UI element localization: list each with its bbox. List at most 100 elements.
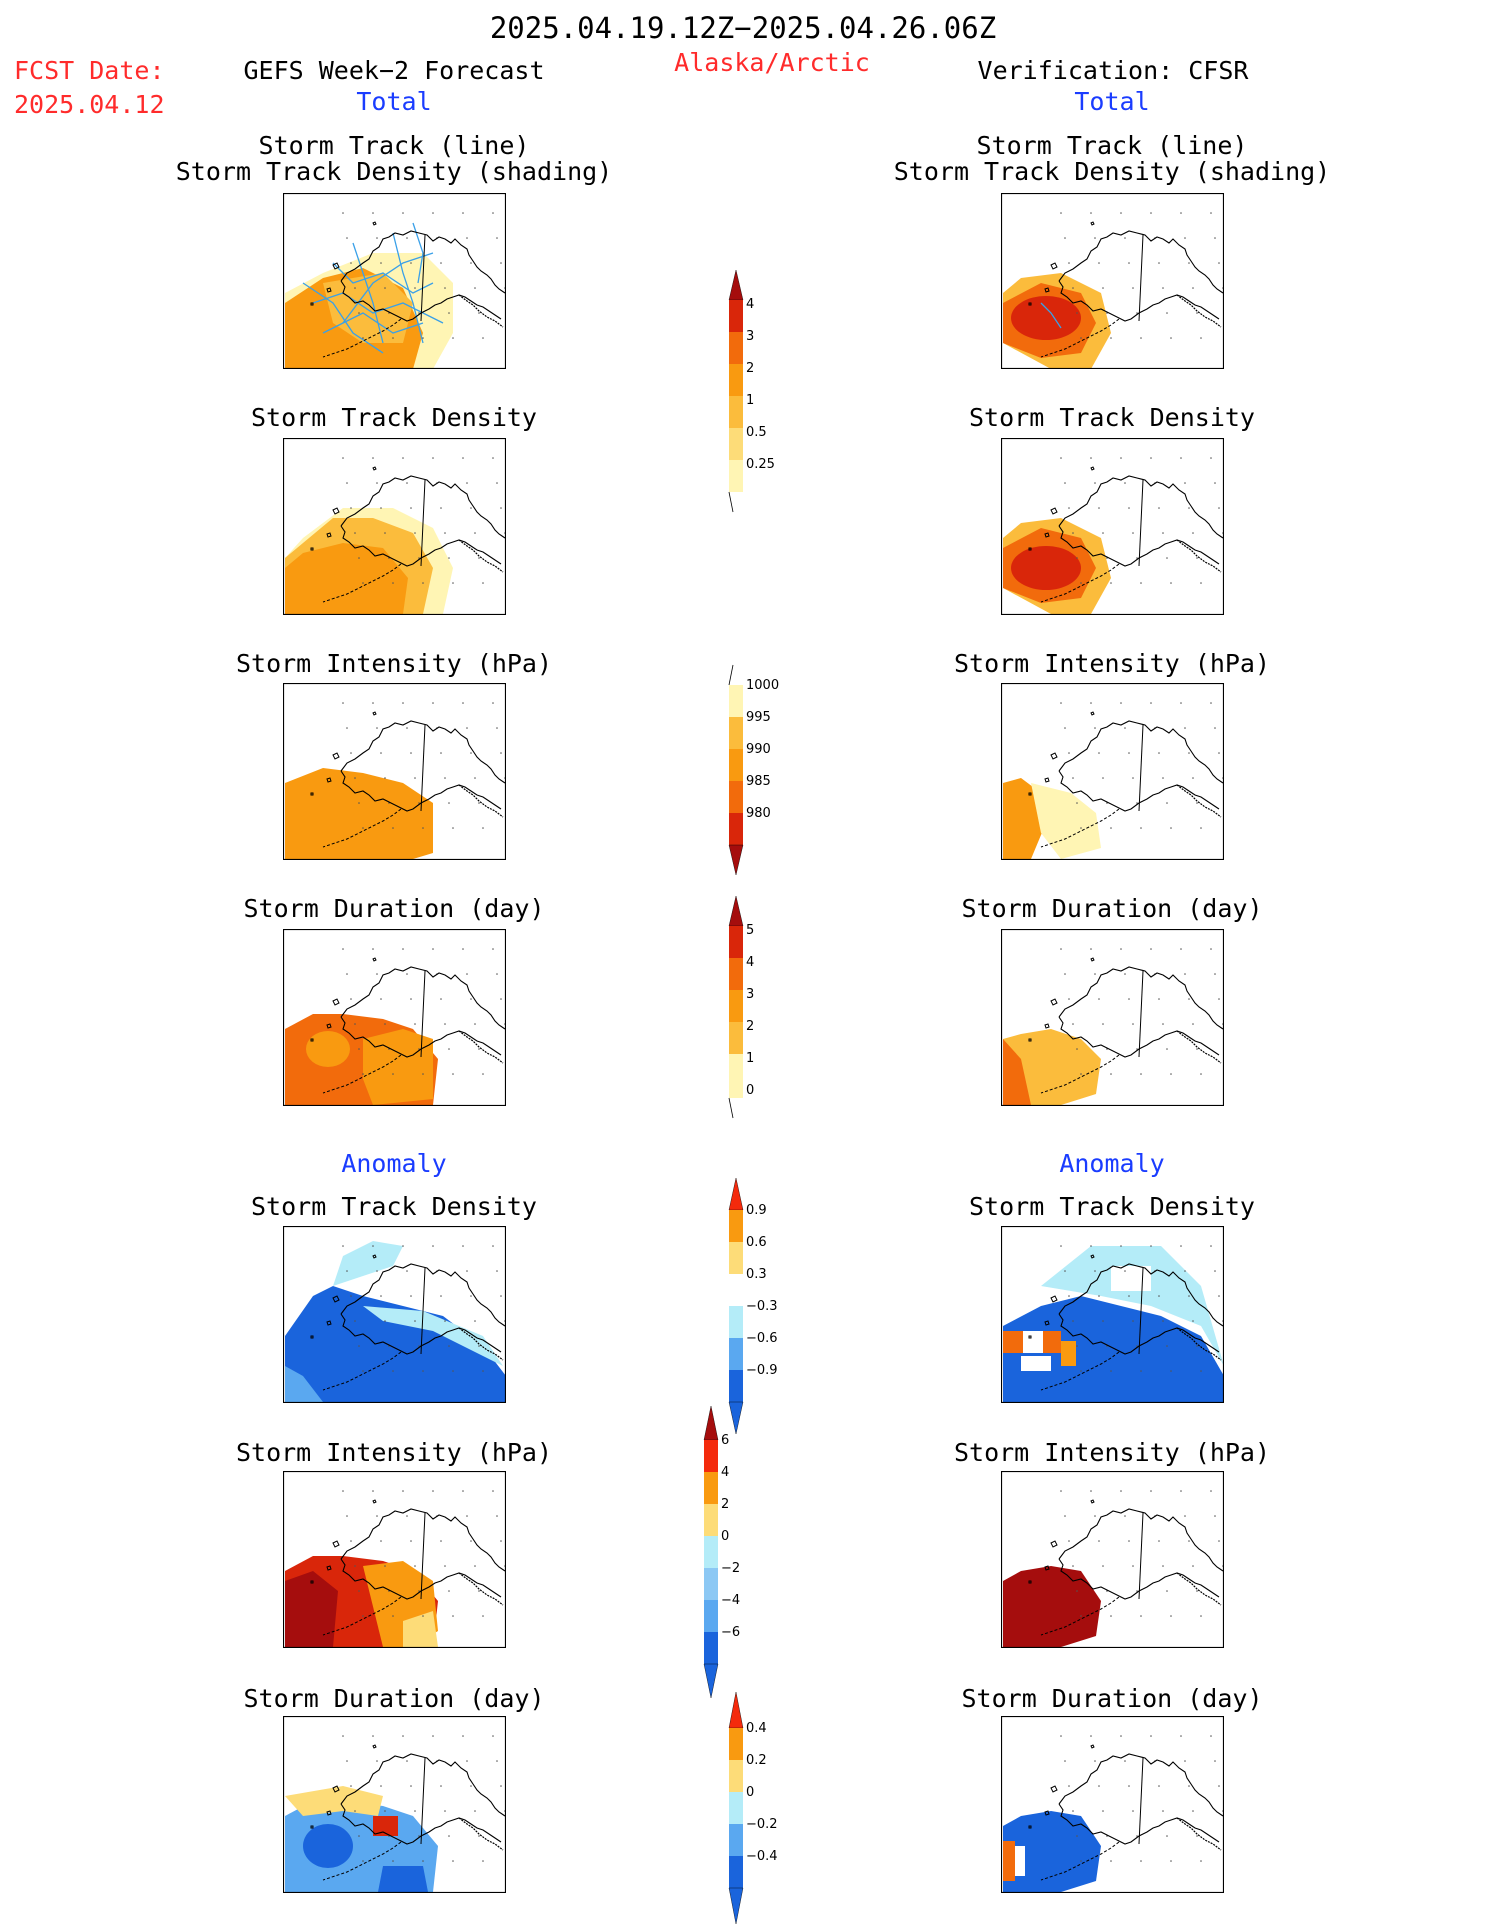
grid-dot [492, 1490, 494, 1492]
storm-track-line [332, 262, 434, 294]
map-density-anom-right [1001, 1226, 1224, 1403]
grid-dot [1068, 998, 1070, 1000]
aleutian-islands [322, 563, 402, 603]
grid-dot [1184, 727, 1186, 729]
grid-dot [414, 1023, 416, 1025]
island [372, 466, 377, 471]
map-frame [1001, 193, 1224, 369]
coastline-panhandle [1176, 1030, 1222, 1064]
grid-dot [1102, 1565, 1104, 1567]
grid-dot [376, 1760, 378, 1762]
grid-dot [346, 237, 348, 239]
grid-dot [1192, 287, 1194, 289]
grid-dot [1090, 948, 1092, 950]
colorbar-arrow-bottom [728, 491, 734, 513]
grid-dot [406, 973, 408, 975]
coastline-panhandle [458, 1327, 504, 1361]
grid-dot [432, 1735, 434, 1737]
coastline [340, 1263, 506, 1327]
grid-dot [1072, 532, 1074, 534]
grid-dot [1094, 1760, 1096, 1762]
grid-dot [1110, 1860, 1112, 1862]
map-duration-left [283, 929, 506, 1106]
aleutian-islands [1040, 1054, 1120, 1094]
shading-region [1003, 1296, 1224, 1402]
grid-dot [1124, 482, 1126, 484]
grid-dot [1064, 237, 1066, 239]
grid-dot [380, 998, 382, 1000]
grid-dot [1180, 948, 1182, 950]
coastline-panhandle [1176, 1572, 1222, 1606]
coastline-panhandle [1176, 784, 1222, 818]
colorbar-tick-label: 1 [746, 1051, 754, 1066]
grid-dot [432, 702, 434, 704]
grid-dot [492, 702, 494, 704]
grid-dot [1068, 752, 1070, 754]
colorbar-tick-label: 0.25 [746, 457, 775, 472]
grid-dot [380, 1785, 382, 1787]
island [1044, 777, 1050, 783]
panel-title-duration-anom-left: Storm Duration (day) [243, 1684, 545, 1713]
grid-dot [1068, 507, 1070, 509]
colorbar-tick-label: 4 [746, 955, 754, 970]
grid-dot [444, 532, 446, 534]
island [310, 1038, 314, 1042]
colorbar-tick-label: 1 [746, 393, 754, 408]
grid-dot [1150, 212, 1152, 214]
grid-dot [1102, 1320, 1104, 1322]
grid-dot [402, 457, 404, 459]
coastline-panhandle [458, 1572, 504, 1606]
grid-dot [418, 802, 420, 804]
grid-dot [1218, 1295, 1220, 1297]
island [332, 1540, 340, 1548]
shading-region [1061, 1341, 1076, 1366]
colorbar-segment [729, 1306, 743, 1338]
panel-title-track-shading-left: Storm Track Density (shading) [175, 157, 613, 186]
colorbar-arrow-top [728, 269, 744, 301]
grid-dot [422, 1370, 424, 1372]
panel-title-duration-anom-right: Storm Duration (day) [961, 1684, 1263, 1713]
colorbar-tick-label: 0.9 [746, 1203, 767, 1218]
grid-dot [376, 1270, 378, 1272]
grid-dot [1102, 532, 1104, 534]
grid-dot [1200, 827, 1202, 829]
grid-dot [1120, 1735, 1122, 1737]
grid-dot [1124, 1760, 1126, 1762]
grid-dot [362, 1615, 364, 1617]
island [326, 777, 332, 783]
grid-dot [1188, 752, 1190, 754]
panel-title-density-right: Storm Track Density [969, 403, 1255, 432]
grid-dot [462, 457, 464, 459]
coastline [1058, 720, 1224, 784]
grid-dot [418, 312, 420, 314]
grid-dot [1072, 1023, 1074, 1025]
fcst-date: 2025.04.12 [14, 90, 165, 119]
colorbar-tick-label: 0 [746, 1785, 754, 1800]
grid-dot [444, 287, 446, 289]
colorbar-segment [729, 1760, 743, 1792]
grid-dot [470, 1540, 472, 1542]
grid-dot [1158, 262, 1160, 264]
island [326, 1565, 332, 1571]
grid-dot [1094, 1515, 1096, 1517]
colorbar-segment [729, 460, 743, 492]
grid-dot [422, 1860, 424, 1862]
grid-dot [470, 1295, 472, 1297]
grid-dot [1094, 1270, 1096, 1272]
grid-dot [1200, 1370, 1202, 1372]
grid-dot [342, 948, 344, 950]
island [310, 1580, 314, 1584]
aleutian-islands [322, 1841, 402, 1881]
grid-dot [1188, 262, 1190, 264]
grid-dot [402, 948, 404, 950]
grid-dot [448, 802, 450, 804]
grid-dot [492, 948, 494, 950]
aleutian-islands [1040, 808, 1120, 848]
grid-dot [440, 1785, 442, 1787]
island [310, 1335, 314, 1339]
island [1044, 1023, 1050, 1029]
colorbar-segment [729, 749, 743, 781]
island [332, 1785, 340, 1793]
grid-dot [1192, 1565, 1194, 1567]
coastline [340, 720, 506, 784]
